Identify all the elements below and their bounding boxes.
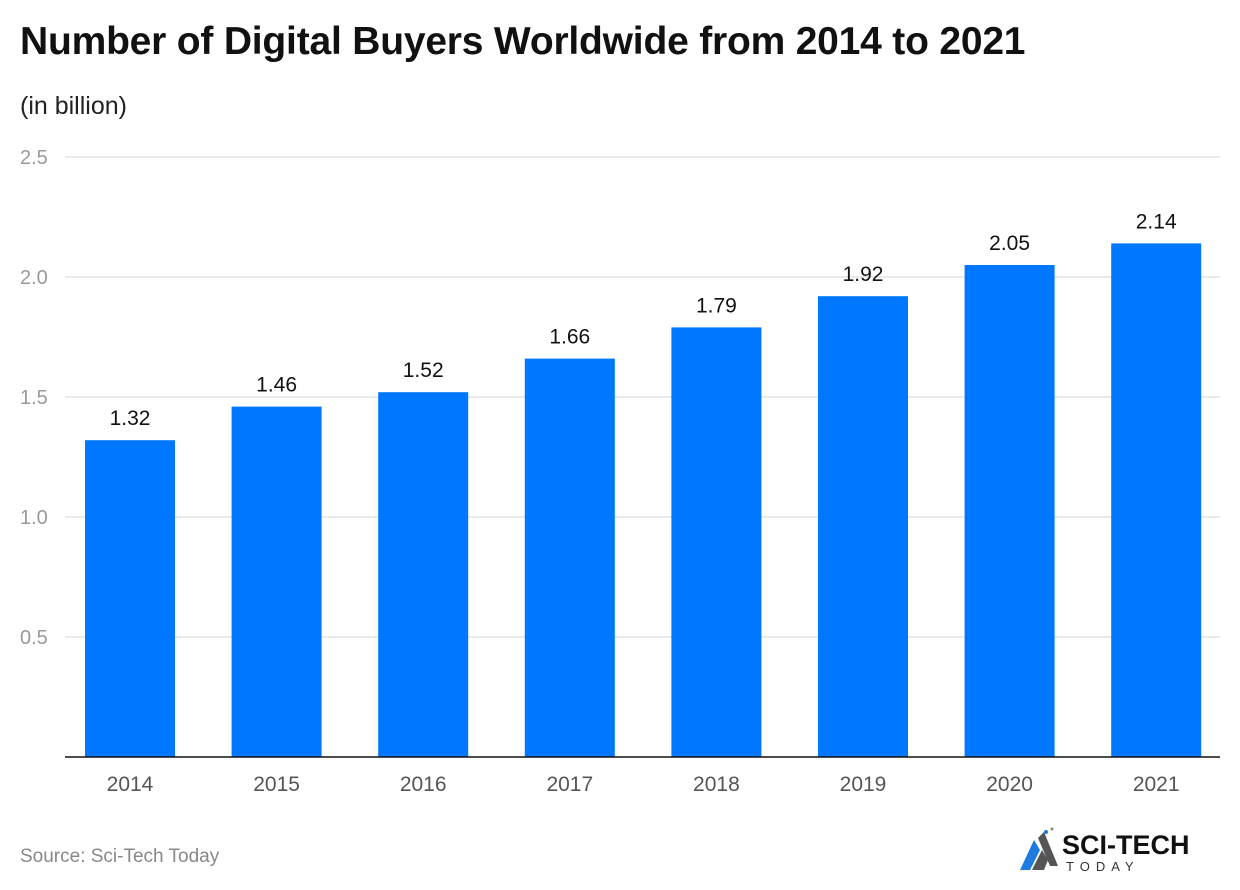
chart-subtitle: (in billion) xyxy=(20,92,127,120)
x-tick-label: 2021 xyxy=(1133,773,1180,796)
bar-2017 xyxy=(524,358,615,757)
x-tick-label: 2020 xyxy=(986,773,1033,796)
bar-2019 xyxy=(818,296,908,757)
data-label: 1.52 xyxy=(403,359,444,382)
y-tick-label: 0.5 xyxy=(20,627,48,649)
bar-2018 xyxy=(671,327,762,757)
x-tick-label: 2019 xyxy=(840,773,887,796)
data-label: 2.14 xyxy=(1136,210,1177,233)
data-label: 1.46 xyxy=(256,374,297,397)
data-label: 1.66 xyxy=(549,326,590,349)
source-note: Source: Sci-Tech Today xyxy=(20,846,220,867)
x-tick-label: 2018 xyxy=(693,773,740,796)
y-tick-label: 1.0 xyxy=(20,507,48,529)
x-tick-label: 2014 xyxy=(107,773,154,796)
bar-2021 xyxy=(1111,243,1202,757)
data-label: 1.79 xyxy=(696,294,737,317)
x-tick-label: 2016 xyxy=(400,773,447,796)
bar-2015 xyxy=(231,406,322,757)
logo-text-main: SCI-TECH xyxy=(1062,830,1190,860)
bar-2014 xyxy=(85,440,175,757)
data-label: 1.92 xyxy=(843,263,884,286)
logo-text-sub: TODAY xyxy=(1066,859,1140,874)
x-tick-label: 2015 xyxy=(253,773,300,796)
y-tick-label: 1.5 xyxy=(20,387,48,409)
sci-tech-today-logo: SCI-TECH TODAY xyxy=(1020,827,1190,874)
data-label: 2.05 xyxy=(989,232,1030,255)
logo-mark-icon xyxy=(1020,827,1058,870)
y-tick-label: 2.0 xyxy=(20,267,48,289)
chart-title: Number of Digital Buyers Worldwide from … xyxy=(20,20,1026,63)
y-tick-label: 2.5 xyxy=(20,147,48,169)
x-tick-label: 2017 xyxy=(546,773,593,796)
bar-2020 xyxy=(964,265,1055,757)
data-label: 1.32 xyxy=(110,407,151,430)
bar-2016 xyxy=(378,392,469,757)
